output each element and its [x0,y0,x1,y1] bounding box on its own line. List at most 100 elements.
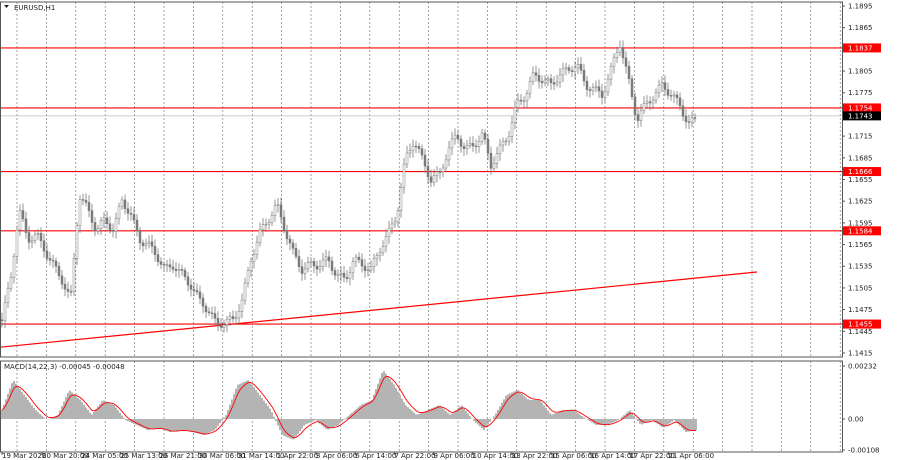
candle-body [333,270,337,276]
macd-tick-label: -0.00108 [848,447,879,455]
candle-body [585,80,589,90]
candle-body [249,261,253,271]
candle-body [420,148,424,156]
candle-body [645,101,649,104]
candle-body [501,141,505,146]
candle-body [45,250,49,259]
candle-body [411,145,415,151]
candle-body [639,110,643,121]
candle-body [378,252,382,256]
candle-body [612,57,616,67]
candle-body [189,284,193,290]
candle-body [42,240,46,252]
price-tick-label: 1.1415 [848,349,873,357]
time-label: 9 Apr 06:00 [434,452,475,460]
dropdown-triangle-icon[interactable] [4,5,9,8]
candle-body [69,291,73,293]
candle-body [531,72,535,82]
candle-body [36,233,40,235]
candle-body [3,302,7,322]
time-label: 13 Apr 22:00 [512,452,558,460]
symbol-label: EURUSD,H1 [14,4,55,12]
price-panel-frame [0,1,843,358]
candle-body [126,208,130,214]
candle-body [426,165,430,178]
candle-body [135,219,139,232]
candle-body [18,210,22,231]
level-price-label: 1.1666 [848,168,873,176]
candle-body [57,265,61,277]
candle-body [435,171,439,177]
candle-body [78,199,82,227]
candle-body [393,221,397,225]
candle-body [474,145,478,148]
candle-body [174,268,178,271]
candle-body [144,243,148,246]
candle-body [120,199,124,207]
candle-body [111,229,115,232]
candle-body [6,287,10,303]
price-tick-label: 1.1895 [848,3,873,11]
candle-body [558,74,562,83]
candle-body [246,270,250,284]
candle-body [528,81,532,94]
candle-body [549,78,553,83]
candle-body [210,312,214,314]
candle-body [573,67,577,73]
candle-body [657,84,661,93]
candle-body [204,305,208,313]
macd-signal-line [1,376,697,439]
candle-body [213,313,217,319]
current-price-badge [843,111,881,121]
time-label: 31 Mar 14:00 [238,452,285,460]
candle-body [360,259,364,267]
level-price-label: 1.1584 [848,227,873,235]
candle-body [681,105,685,117]
candle-body [279,204,283,218]
candle-body [465,145,469,149]
candle-body [240,299,244,312]
candle-body [300,266,304,274]
candle-body [303,268,307,274]
level-price-label: 1.1837 [848,44,873,52]
candle-body [408,150,412,154]
candle-body [627,66,631,79]
candle-body [423,154,427,167]
candle-body [618,47,622,53]
level-price-badge [843,319,881,329]
candle-body [132,214,136,221]
price-tick-label: 1.1535 [848,263,873,271]
candle-body [219,324,223,328]
candle-body [651,99,655,104]
candle-body [33,234,37,241]
candle-body [198,291,202,299]
candle-body [414,145,418,148]
candle-body [450,138,454,149]
candle-body [615,52,619,58]
macd-panel-frame [0,360,843,453]
candle-body [390,223,394,229]
candle-body [195,290,199,293]
candle-body [270,215,274,223]
grid [16,2,841,452]
candle-body [237,311,241,319]
price-tick-label: 1.1685 [848,154,873,162]
candle-body [168,264,172,268]
candle-body [663,82,667,90]
candle-body [294,248,298,257]
macd-tick-label: 0.00232 [848,363,877,371]
candle-body [624,57,628,67]
candle-body [165,264,169,266]
candle-body [54,260,58,267]
candle-body [72,258,76,292]
price-tick-label: 1.1475 [848,306,873,314]
time-label: 1 Apr 22:00 [277,452,318,460]
macd-label: MACD(14,22,3) -0.00045 -0.00048 [4,363,125,371]
time-label: 25 Mar 13:00 [120,452,167,460]
time-label: 10 Apr 14:00 [473,452,519,460]
candle-body [366,269,370,271]
candle-body [177,269,181,271]
candle-body [192,289,196,291]
candle-body [321,259,325,267]
